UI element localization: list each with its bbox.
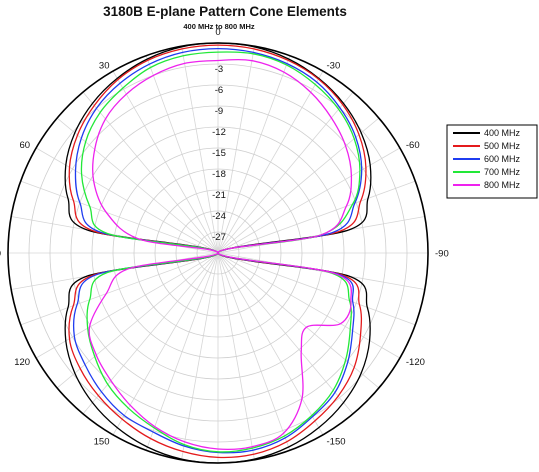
grid-ring (196, 231, 240, 275)
angle-tick-label: 90 (0, 249, 1, 260)
angle-tick-label: -60 (406, 140, 420, 151)
series-line-400-mhz (64, 42, 372, 464)
axis-labels: 0-30-60-90-120-150180150120906030-3-6-9-… (0, 27, 449, 472)
legend: 400 MHz 500 MHz 600 MHz 700 MHz 800 MHz (446, 124, 538, 199)
angle-tick-label: 150 (94, 436, 110, 447)
chart-title: 3180B E-plane Pattern Cone Elements (103, 4, 347, 19)
legend-label: 400 MHz (484, 128, 521, 138)
radial-tick-label: -9 (215, 106, 223, 117)
legend-label: 500 MHz (484, 141, 521, 151)
radial-tick-label: -15 (212, 148, 226, 159)
legend-label: 700 MHz (484, 167, 521, 177)
grid-ring (112, 147, 324, 359)
angle-tick-label: 30 (99, 61, 110, 72)
angle-tick-label: -150 (327, 436, 346, 447)
radial-tick-label: -6 (215, 85, 223, 96)
radial-tick-label: -18 (212, 169, 226, 180)
series-line-700-mhz (80, 51, 361, 453)
grid-ring (175, 210, 261, 296)
grid-ring (154, 189, 282, 317)
series-line-800-mhz (88, 58, 353, 450)
grid-ring (70, 105, 366, 401)
grid-ring (133, 168, 303, 338)
series-group (64, 42, 372, 464)
legend-label: 600 MHz (484, 154, 521, 164)
radial-tick-label: -3 (215, 64, 223, 75)
chart-subtitle: 400 MHz to 800 MHz (183, 22, 255, 31)
radial-tick-label: -24 (212, 211, 226, 222)
series-line-500-mhz (68, 44, 367, 459)
grid-ring (28, 63, 408, 443)
legend-label: 800 MHz (484, 180, 521, 190)
grid-ring (49, 84, 387, 422)
angle-tick-label: -120 (406, 357, 425, 368)
radial-tick-label: -12 (212, 127, 226, 138)
grid-ring (91, 126, 345, 380)
radial-tick-label: -27 (212, 232, 226, 243)
angle-tick-label: 120 (14, 357, 30, 368)
angle-tick-label: -30 (327, 61, 341, 72)
series-line-600-mhz (72, 47, 363, 454)
radial-tick-label: -21 (212, 190, 226, 201)
angle-tick-label: -90 (435, 249, 449, 260)
angle-tick-label: 0 (215, 27, 220, 38)
angle-tick-label: 60 (20, 140, 31, 151)
